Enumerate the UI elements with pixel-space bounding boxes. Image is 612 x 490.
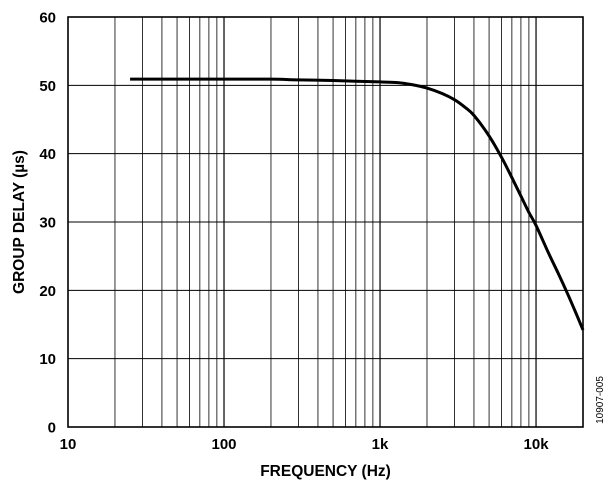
series-layer xyxy=(130,77,585,331)
x-axis-title: FREQUENCY (Hz) xyxy=(260,463,391,480)
x-tick-label: 10k xyxy=(524,436,550,453)
y-tick-labels: 0 10 20 30 40 50 60 xyxy=(39,10,56,437)
figure-id-label: 10907-005 xyxy=(595,376,606,424)
x-tick-labels: 10 100 1k 10k xyxy=(60,436,550,453)
x-tick-label: 100 xyxy=(211,436,236,453)
grid xyxy=(68,17,583,427)
x-tick-label: 10 xyxy=(60,436,77,453)
y-tick-label: 30 xyxy=(39,215,56,232)
y-tick-label: 0 xyxy=(48,420,56,437)
plot-frame xyxy=(67,16,584,428)
group-delay-curve xyxy=(130,77,585,331)
y-tick-label: 60 xyxy=(39,10,56,27)
y-tick-label: 40 xyxy=(39,146,56,163)
y-tick-label: 20 xyxy=(39,283,56,300)
y-tick-label: 50 xyxy=(39,78,56,95)
y-tick-label: 10 xyxy=(39,351,56,368)
y-axis-title: GROUP DELAY (µs) xyxy=(11,150,28,294)
x-tick-label: 1k xyxy=(372,436,389,453)
